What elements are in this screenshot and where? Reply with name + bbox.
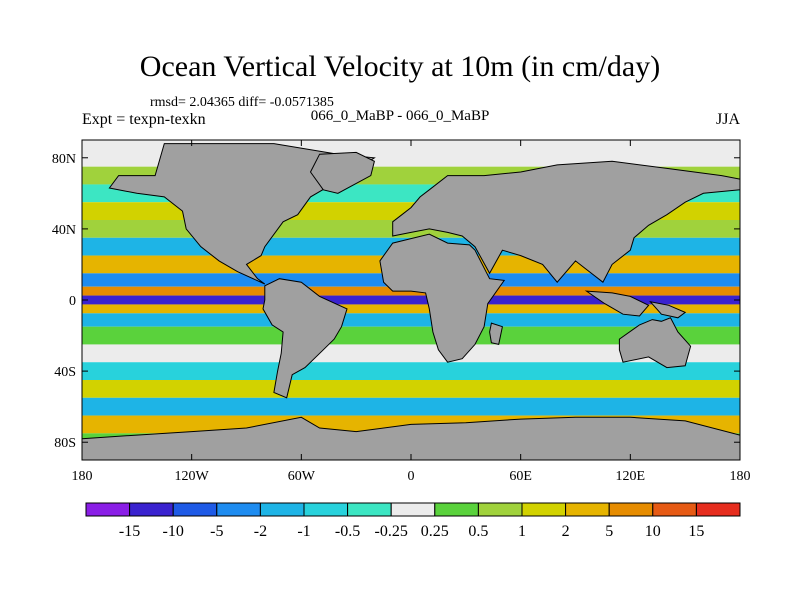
colorbar-label: 2 — [562, 523, 570, 540]
colorbar-swatch — [390, 502, 436, 517]
colorbar-swatch — [85, 502, 131, 517]
x-tick-label: 180 — [730, 469, 751, 484]
colorbar-swatch — [521, 502, 567, 517]
land-south-america — [262, 278, 348, 399]
field-band — [82, 295, 740, 305]
colorbar-label: -15 — [119, 523, 140, 540]
colorbar-swatch — [129, 502, 174, 517]
colorbar-swatch — [434, 502, 479, 517]
x-tick-label: 60E — [509, 469, 532, 484]
field-band — [82, 344, 740, 363]
land-masks — [82, 143, 740, 460]
experiment-label: Expt = texpn-texkn — [82, 111, 206, 128]
colorbar-swatch — [347, 502, 392, 517]
y-tick-label: 40N — [52, 223, 76, 238]
colorbar-swatch — [652, 502, 697, 517]
land-indonesia — [584, 290, 650, 317]
land-eurasia — [392, 160, 740, 283]
colorbar-label: -0.5 — [335, 523, 360, 540]
colorbar-label: 0.25 — [421, 523, 449, 540]
colorbar-label: 5 — [605, 523, 613, 540]
colorbar-label: 10 — [645, 523, 661, 540]
x-tick-label: 180 — [72, 469, 93, 484]
colorbar-label: 1 — [518, 523, 526, 540]
y-tick-label: 40S — [54, 365, 76, 380]
colorbar-label: 15 — [688, 523, 704, 540]
x-tick-label: 60W — [288, 469, 316, 484]
land-new-guinea — [649, 301, 687, 319]
field-band — [82, 362, 740, 380]
field-band — [82, 304, 740, 314]
colorbar-label: -5 — [210, 523, 223, 540]
x-axis: 180 120W 60W 0 60E 120E 180 — [72, 140, 751, 484]
colorbar-swatch — [216, 502, 261, 517]
colorbar-swatch — [259, 502, 305, 517]
x-tick-label: 120E — [616, 469, 646, 484]
y-tick-label: 80N — [52, 152, 76, 167]
colorbar-swatch — [565, 502, 610, 517]
land-madagascar — [489, 322, 503, 346]
colorbar-label: -10 — [163, 523, 184, 540]
land-africa — [379, 233, 506, 363]
field-band — [82, 380, 740, 398]
colorbar-label: 0.5 — [468, 523, 488, 540]
y-tick-label: 0 — [69, 294, 76, 309]
field-band — [82, 326, 740, 345]
land-australia — [618, 317, 692, 369]
colorbar-swatch — [172, 502, 218, 517]
colorbar-swatch — [608, 502, 654, 517]
colorbar-swatch — [695, 502, 741, 517]
land-greenland — [309, 151, 375, 194]
x-tick-label: 120W — [175, 469, 210, 484]
y-axis: 80N 40N 0 40S 80S — [52, 152, 740, 451]
colorbar-label: -0.25 — [375, 523, 408, 540]
y-tick-label: 80S — [54, 436, 76, 451]
colorbar-label: -2 — [254, 523, 267, 540]
colorbar-swatch — [477, 502, 523, 517]
stats-line: rmsd= 2.04365 diff= -0.0571385 — [150, 95, 334, 110]
season-label: JJA — [716, 111, 741, 128]
colorbar-swatch — [303, 502, 349, 517]
case-label: 066_0_MaBP - 066_0_MaBP — [310, 108, 490, 124]
x-tick-label: 0 — [408, 469, 415, 484]
land-antarctica — [82, 416, 740, 460]
colorbar: -15 -10 -5 -2 -1 -0.5 -0.25 0.25 0.5 1 2 5 10 15 — [85, 502, 741, 540]
colorbar-label: -1 — [297, 523, 310, 540]
field-band — [82, 313, 740, 327]
field-band — [82, 397, 740, 416]
chart-title: Ocean Vertical Velocity at 10m (in cm/da… — [139, 50, 661, 83]
